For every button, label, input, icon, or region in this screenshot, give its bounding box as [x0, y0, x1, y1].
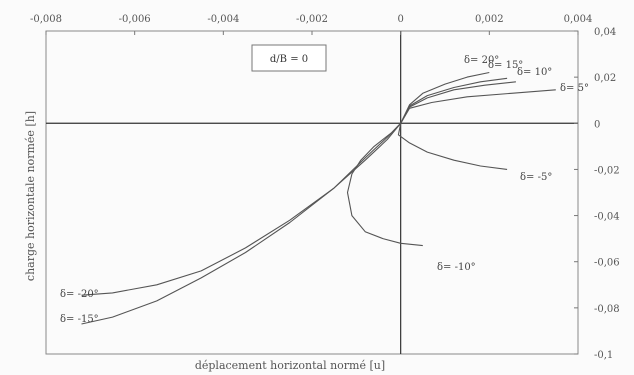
series-line [81, 122, 402, 296]
y-tick-label: -0,08 [594, 304, 620, 315]
x-tick-label: -0,004 [207, 14, 239, 25]
series-line [400, 81, 516, 124]
y-tick-label: -0,1 [594, 350, 613, 361]
series-label: δ= 10° [517, 67, 552, 78]
y-tick-label: 0,04 [594, 27, 616, 38]
series-label: δ= -5° [520, 172, 552, 183]
series-line [81, 122, 402, 325]
annotation-box: d/B = 0 [251, 44, 327, 72]
series-line [397, 123, 508, 170]
y-axis-title: charge horizontale normée [h] [24, 111, 37, 281]
labels-layer: δ= 20°δ= 15°δ= 10° δ= 5° δ= -5° δ= -10° δ= -… [60, 55, 589, 325]
x-tick-label: -0,006 [119, 14, 151, 25]
x-tick-label: -0,008 [30, 14, 62, 25]
x-tick-label: 0,002 [475, 14, 504, 25]
series-line [346, 122, 423, 247]
series-layer [81, 71, 556, 325]
series-line [400, 71, 490, 124]
y-tick-label: -0,06 [594, 258, 620, 269]
annotation-text: d/B = 0 [270, 54, 308, 65]
x-tick-label: -0,002 [296, 14, 328, 25]
series-label: δ= -10° [437, 262, 476, 273]
series-label: δ= -15° [60, 314, 99, 325]
x-axis-title: déplacement horizontal normé [u] [195, 359, 385, 372]
y-tick-label: 0 [594, 119, 600, 130]
series-label: δ= 20° [464, 55, 499, 66]
series-label: δ= 15° [488, 60, 523, 71]
series-label: δ= 5° [560, 83, 589, 94]
series-line [400, 89, 556, 124]
y-tick-label: 0,02 [594, 73, 616, 84]
y-tick-label: -0,02 [594, 165, 620, 176]
x-tick-label: 0 [397, 14, 403, 25]
x-tick-label: 0,004 [564, 14, 593, 25]
y-tick-label: -0,04 [594, 212, 620, 223]
series-label: δ= -20° [60, 289, 99, 300]
